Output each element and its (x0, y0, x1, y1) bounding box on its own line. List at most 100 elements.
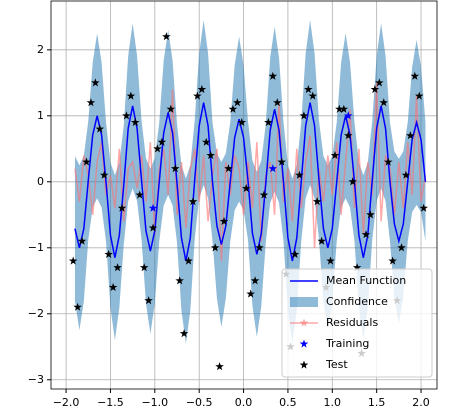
test-point (91, 78, 100, 87)
y-tick-label: 0 (37, 175, 44, 188)
test-point (126, 91, 136, 100)
mean-line (74, 102, 427, 262)
axes-frame (50, 0, 438, 390)
test-point (375, 78, 384, 87)
test-point (361, 230, 371, 239)
test-point (330, 150, 340, 159)
test-point (299, 111, 309, 120)
test-point (406, 131, 415, 140)
training-point (148, 203, 158, 212)
test-point (113, 263, 122, 272)
test-point (273, 98, 282, 107)
y-tick-label: −1 (28, 241, 44, 254)
test-point (268, 71, 278, 80)
x-tick-label: 2.0 (412, 396, 430, 409)
test-point (246, 289, 255, 298)
test-point (344, 131, 353, 140)
test-point (144, 296, 153, 305)
test-point (139, 263, 149, 272)
test-point (95, 124, 105, 133)
test-point (415, 91, 424, 100)
test-point (370, 84, 380, 94)
test-point (104, 249, 113, 258)
test-point (255, 243, 264, 252)
test-point (135, 190, 144, 199)
test-point (241, 183, 251, 192)
test-point (219, 216, 229, 225)
test-point (224, 164, 233, 173)
test-point (419, 203, 428, 212)
test-point (202, 137, 211, 146)
test-point (108, 282, 118, 291)
test-point (122, 111, 131, 120)
y-tick-label: 2 (37, 43, 44, 56)
test-point (264, 117, 273, 127)
x-tick-label: 1.5 (368, 396, 386, 409)
test-point (228, 104, 238, 113)
test-point (179, 329, 189, 338)
test-point (153, 144, 162, 153)
legend-label: Residuals (326, 316, 378, 329)
test-point (166, 104, 176, 113)
test-point (295, 170, 304, 179)
test-point (82, 157, 91, 166)
test-point (352, 263, 362, 272)
test-point (304, 84, 313, 94)
test-point (206, 150, 215, 159)
legend-swatch (299, 339, 309, 348)
test-point (250, 276, 260, 285)
test-point (366, 210, 375, 219)
test-point (215, 362, 224, 371)
x-tick-label: 1.0 (324, 396, 342, 409)
legend-swatch (290, 297, 318, 307)
training-point (344, 111, 353, 120)
test-point (197, 84, 207, 94)
test-point (117, 203, 127, 212)
x-tick-label: −0.5 (186, 396, 213, 409)
test-point (188, 197, 198, 206)
legend-label: Test (325, 358, 348, 371)
y-tick-label: −3 (28, 373, 44, 386)
test-point (388, 256, 397, 265)
test-point (171, 164, 180, 173)
test-point (86, 98, 96, 107)
test-point (148, 223, 158, 232)
test-point (326, 256, 335, 265)
plot (68, 20, 428, 371)
legend-label: Confidence (326, 295, 388, 308)
test-point (175, 276, 184, 285)
test-point (259, 190, 269, 199)
test-point (193, 91, 202, 100)
x-tick-label: 0.5 (279, 396, 297, 409)
x-tick-label: −2.0 (53, 396, 80, 409)
x-tick-label: −1.5 (97, 396, 124, 409)
legend-label: Training (325, 337, 369, 350)
test-point (237, 117, 247, 127)
test-point (312, 197, 322, 206)
test-point (339, 104, 349, 113)
y-tick-label: 1 (37, 109, 44, 122)
test-point (290, 249, 300, 258)
legend-swatch (299, 360, 309, 369)
test-point (401, 170, 411, 179)
x-tick-label: −1.0 (141, 396, 168, 409)
test-point (335, 104, 344, 113)
test-point (184, 256, 193, 265)
y-tick-label: −2 (28, 307, 44, 320)
test-point (162, 32, 171, 41)
legend-box (281, 268, 433, 378)
test-point (100, 170, 109, 179)
training-point (268, 164, 278, 173)
test-point (68, 256, 78, 265)
test-point (397, 243, 406, 252)
test-point (210, 243, 220, 252)
residuals-line (74, 82, 427, 262)
legend-label: Mean Function (326, 274, 406, 287)
test-point (308, 91, 317, 100)
test-point (277, 157, 286, 166)
test-point (317, 236, 326, 245)
test-point (379, 98, 388, 107)
test-point (131, 117, 140, 127)
test-point (348, 177, 357, 186)
